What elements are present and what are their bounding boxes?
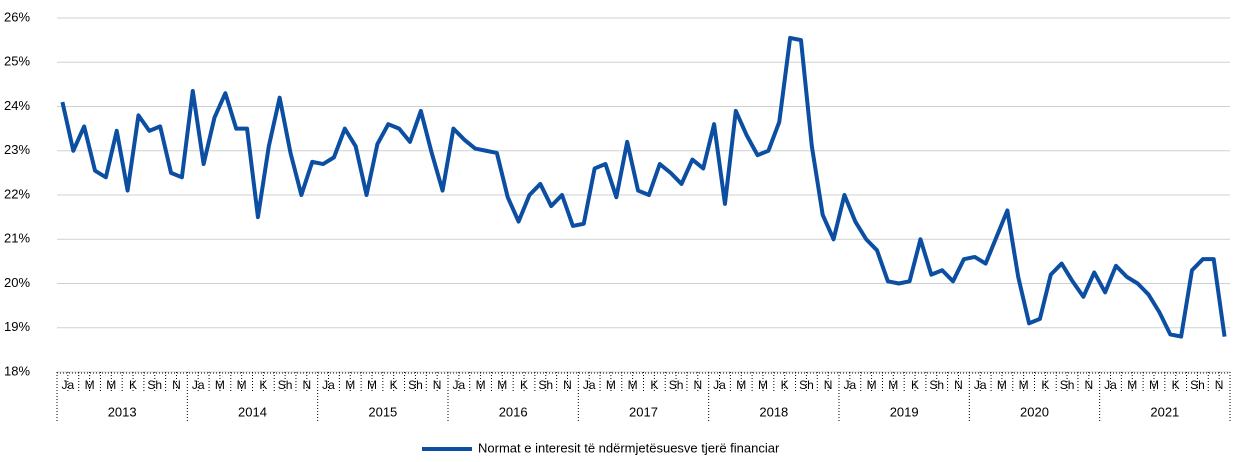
- legend-label: Normat e interesit të ndërmjetësuesve tj…: [478, 440, 780, 455]
- x-tick-label: Ja: [62, 378, 75, 392]
- x-tick-label: M: [1149, 378, 1159, 392]
- x-tick-label: K: [520, 378, 528, 392]
- x-tick-label: K: [259, 378, 267, 392]
- x-tick-label: M: [1127, 378, 1137, 392]
- y-tick-label: 21%: [4, 231, 30, 246]
- x-tick-label: Sh: [669, 378, 684, 392]
- x-tick-label: Sh: [538, 378, 553, 392]
- x-tick-label: N: [1084, 378, 1093, 392]
- x-tick-label: N: [693, 378, 702, 392]
- x-tick-label: Sh: [1060, 378, 1075, 392]
- y-tick-label: 22%: [4, 186, 30, 201]
- x-tick-label: M: [888, 378, 898, 392]
- x-tick-label: Sh: [147, 378, 162, 392]
- x-tick-label: Sh: [799, 378, 814, 392]
- year-label: 2016: [499, 404, 528, 419]
- x-tick-label: M: [106, 378, 116, 392]
- x-tick-label: K: [1172, 378, 1180, 392]
- x-tick-label: M: [345, 378, 355, 392]
- x-tick-label: K: [911, 378, 919, 392]
- x-tick-label: K: [1041, 378, 1049, 392]
- x-tick-label: Ja: [322, 378, 335, 392]
- x-tick-label: Ja: [974, 378, 987, 392]
- year-label: 2019: [890, 404, 919, 419]
- x-tick-label: N: [824, 378, 833, 392]
- x-tick-label: N: [302, 378, 311, 392]
- x-tick-label: Ja: [583, 378, 596, 392]
- year-label: 2020: [1020, 404, 1049, 419]
- y-tick-label: 25%: [4, 54, 30, 69]
- y-tick-label: 19%: [4, 319, 30, 334]
- x-tick-label: K: [650, 378, 658, 392]
- x-tick-label: M: [628, 378, 638, 392]
- x-tick-label: K: [129, 378, 137, 392]
- x-tick-label: M: [367, 378, 377, 392]
- x-tick-label: M: [497, 378, 507, 392]
- y-tick-label: 26%: [4, 9, 30, 24]
- x-tick-label: Sh: [408, 378, 423, 392]
- year-label: 2013: [108, 404, 137, 419]
- x-tick-label: K: [390, 378, 398, 392]
- year-label: 2017: [629, 404, 658, 419]
- x-tick-label: M: [997, 378, 1007, 392]
- x-tick-label: N: [433, 378, 442, 392]
- x-tick-label: M: [85, 378, 95, 392]
- y-tick-label: 20%: [4, 275, 30, 290]
- y-tick-label: 18%: [4, 363, 30, 378]
- x-tick-label: Ja: [1104, 378, 1117, 392]
- x-tick-label: N: [1215, 378, 1224, 392]
- y-tick-label: 24%: [4, 98, 30, 113]
- x-tick-label: M: [476, 378, 486, 392]
- x-tick-label: N: [172, 378, 181, 392]
- x-tick-label: M: [736, 378, 746, 392]
- year-label: 2021: [1150, 404, 1179, 419]
- year-label: 2018: [759, 404, 788, 419]
- x-tick-label: N: [954, 378, 963, 392]
- data-line: [60, 35, 1227, 339]
- x-tick-label: Sh: [1190, 378, 1205, 392]
- x-tick-label: M: [867, 378, 877, 392]
- x-tick-label: M: [215, 378, 225, 392]
- x-tick-label: M: [758, 378, 768, 392]
- x-tick-label: Sh: [278, 378, 293, 392]
- x-tick-label: Ja: [192, 378, 205, 392]
- x-tick-label: K: [781, 378, 789, 392]
- year-label: 2014: [238, 404, 267, 419]
- x-tick-label: M: [606, 378, 616, 392]
- x-tick-label: M: [1019, 378, 1029, 392]
- x-tick-label: Ja: [713, 378, 726, 392]
- year-label: 2015: [368, 404, 397, 419]
- x-tick-label: Sh: [929, 378, 944, 392]
- x-tick-label: Ja: [844, 378, 857, 392]
- y-tick-label: 23%: [4, 142, 30, 157]
- x-tick-label: N: [563, 378, 572, 392]
- x-tick-label: Ja: [453, 378, 466, 392]
- x-tick-label: M: [237, 378, 247, 392]
